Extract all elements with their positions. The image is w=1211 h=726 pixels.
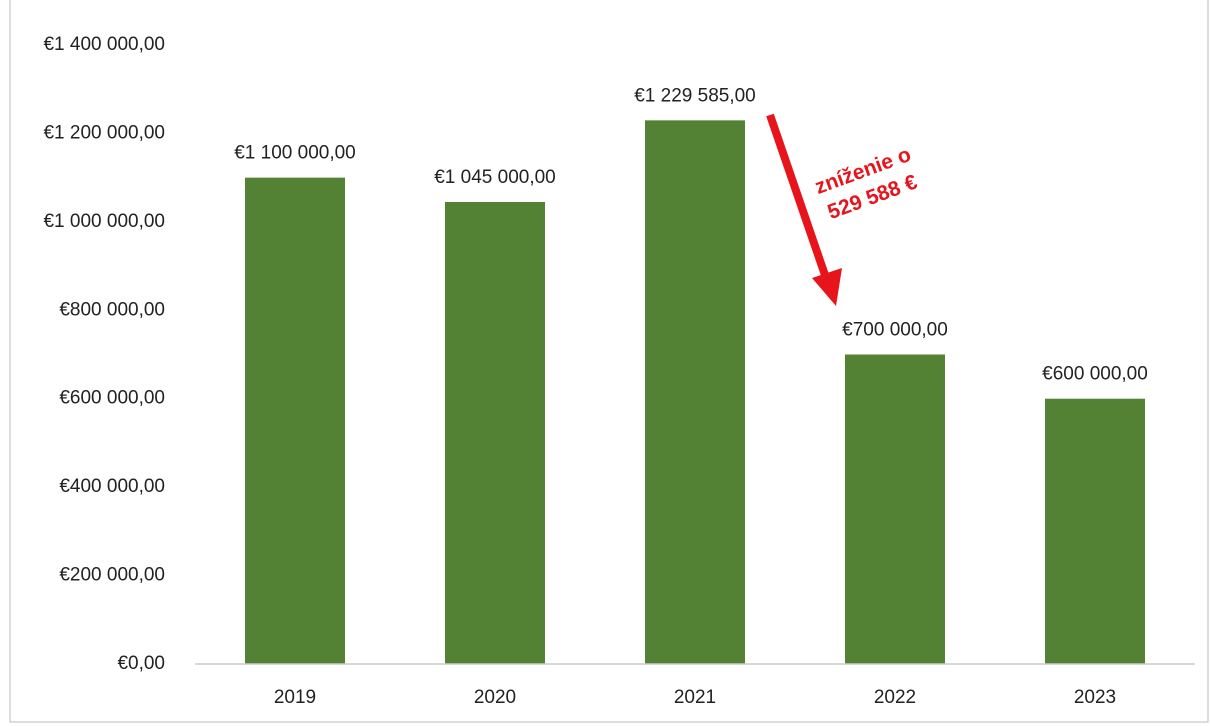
x-tick-label: 2019	[274, 687, 316, 708]
bar	[445, 201, 545, 665]
bar	[245, 177, 345, 664]
bar	[645, 120, 745, 664]
data-label: €700 000,00	[842, 320, 948, 341]
y-tick-label: €200 000,00	[59, 565, 165, 586]
y-tick-label: €1 000 000,00	[43, 211, 165, 232]
bar	[1045, 398, 1145, 664]
x-tick-label: 2023	[1074, 687, 1116, 708]
annotation: zníženie o 529 588 €	[812, 143, 921, 224]
y-tick-label: €600 000,00	[59, 388, 165, 409]
data-label: €1 100 000,00	[234, 143, 356, 164]
y-tick-label: €800 000,00	[59, 299, 165, 320]
y-tick-label: €1 400 000,00	[43, 34, 165, 55]
data-label: €1 229 585,00	[634, 85, 756, 106]
y-tick-label: €1 200 000,00	[43, 122, 165, 143]
arrow	[766, 113, 842, 306]
chart-frame	[9, 0, 1209, 723]
bar	[845, 354, 945, 664]
x-tick-label: 2021	[674, 687, 716, 708]
data-label: €600 000,00	[1042, 364, 1148, 385]
y-tick-label: €0,00	[117, 653, 165, 674]
y-tick-label: €400 000,00	[59, 476, 165, 497]
x-tick-label: 2020	[474, 687, 516, 708]
x-tick-label: 2022	[874, 687, 916, 708]
data-label: €1 045 000,00	[434, 167, 556, 188]
